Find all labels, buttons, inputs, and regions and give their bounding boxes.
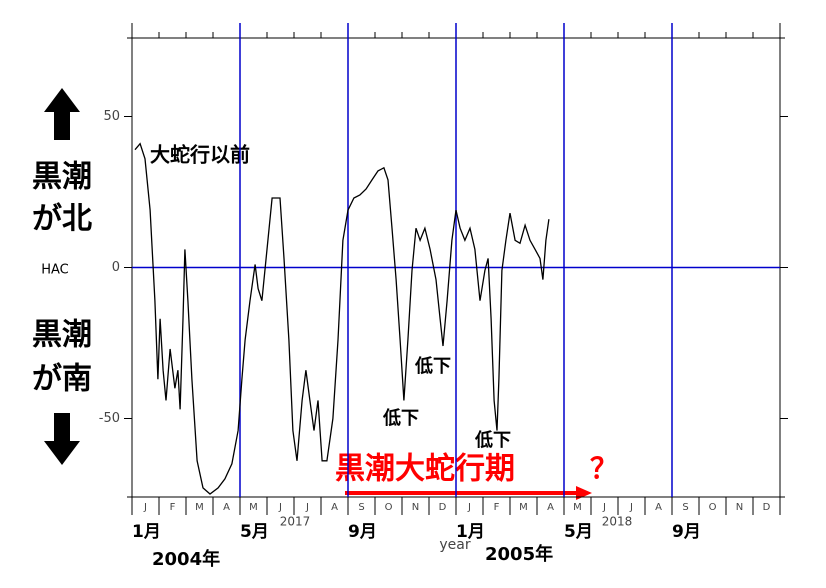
x-tick-label: 1月 xyxy=(456,522,485,542)
annotation: 低下 xyxy=(382,407,419,429)
south-label: が南 xyxy=(32,362,92,397)
annotation: 低下 xyxy=(414,355,451,377)
month-letter: A xyxy=(331,502,338,513)
month-letter: M xyxy=(195,502,204,513)
month-letter: M xyxy=(249,502,258,513)
month-letter: J xyxy=(467,502,471,513)
annotation: 低下 xyxy=(474,429,511,451)
x-tick-label: 5月 xyxy=(240,522,269,542)
up-arrow xyxy=(44,88,80,140)
highlight-arrowhead xyxy=(576,486,592,500)
month-letter: F xyxy=(494,502,500,513)
x-axis-label: year xyxy=(439,537,470,553)
month-letter: M xyxy=(573,502,582,513)
x-tick-label: 9月 xyxy=(672,522,701,542)
x-tick-label: 5月 xyxy=(564,522,593,542)
down-arrow xyxy=(44,413,80,465)
north-label: が北 xyxy=(32,202,92,237)
month-letter: D xyxy=(439,502,447,513)
month-letter: A xyxy=(223,502,230,513)
y-tick-label: 0 xyxy=(112,260,120,275)
month-letter: S xyxy=(682,502,688,513)
annotation: 大蛇行以前 xyxy=(150,143,250,167)
north-label: 黒潮 xyxy=(32,160,92,195)
month-letter: J xyxy=(602,502,606,513)
x-tick-label: 9月 xyxy=(348,522,377,542)
month-letter: A xyxy=(547,502,554,513)
month-letter: M xyxy=(519,502,528,513)
y-tick-label: 50 xyxy=(103,109,120,124)
month-letter: F xyxy=(170,502,176,513)
highlight-text: 黒潮大蛇行期 xyxy=(335,452,515,487)
y-axis-label: HAC xyxy=(41,263,69,278)
month-letter: A xyxy=(655,502,662,513)
x-tick-label: 1月 xyxy=(132,522,161,542)
highlight-mark: ？ xyxy=(590,452,618,485)
year-label: 2017 xyxy=(280,515,311,529)
month-letter: N xyxy=(736,502,743,513)
period-label: 2004年 xyxy=(152,548,220,570)
month-letter: O xyxy=(385,502,393,513)
month-letter: D xyxy=(763,502,771,513)
month-letter: J xyxy=(143,502,147,513)
month-letter: J xyxy=(305,502,309,513)
data-line xyxy=(134,142,550,495)
month-letter: J xyxy=(629,502,633,513)
month-letter: S xyxy=(358,502,364,513)
period-label: 2005年 xyxy=(485,543,553,565)
month-letter: N xyxy=(412,502,419,513)
month-letter: O xyxy=(709,502,717,513)
south-label: 黒潮 xyxy=(32,318,92,353)
year-label: 2018 xyxy=(602,515,633,529)
y-tick-label: -50 xyxy=(99,411,120,426)
month-letter: J xyxy=(278,502,282,513)
